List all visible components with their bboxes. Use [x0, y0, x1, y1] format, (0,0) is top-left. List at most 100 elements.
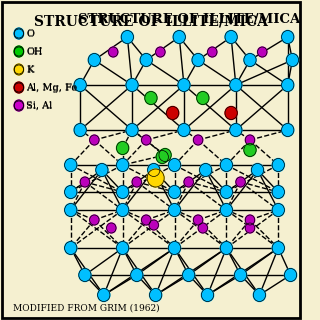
Circle shape: [156, 150, 168, 164]
Circle shape: [65, 186, 77, 198]
Circle shape: [272, 242, 284, 254]
Circle shape: [244, 53, 256, 67]
Circle shape: [116, 158, 129, 172]
Circle shape: [149, 220, 158, 230]
Circle shape: [14, 46, 24, 56]
Circle shape: [148, 164, 160, 177]
Text: O: O: [27, 28, 34, 37]
Circle shape: [282, 78, 294, 92]
Circle shape: [79, 268, 91, 282]
Circle shape: [149, 289, 162, 301]
Circle shape: [193, 215, 203, 225]
Circle shape: [145, 92, 157, 105]
FancyBboxPatch shape: [2, 2, 300, 318]
Circle shape: [65, 242, 77, 254]
Text: Si, Al: Si, Al: [27, 100, 53, 109]
Circle shape: [116, 186, 129, 198]
Circle shape: [132, 177, 141, 187]
Circle shape: [14, 47, 24, 57]
Circle shape: [14, 83, 24, 93]
Circle shape: [141, 135, 151, 145]
Circle shape: [126, 124, 138, 137]
Circle shape: [220, 186, 233, 198]
Text: K: K: [27, 66, 34, 75]
Text: MODIFIED FROM GRIM (1962): MODIFIED FROM GRIM (1962): [13, 303, 160, 313]
Circle shape: [14, 82, 24, 92]
Circle shape: [168, 158, 181, 172]
Circle shape: [65, 158, 77, 172]
Circle shape: [116, 141, 129, 155]
Circle shape: [200, 164, 212, 177]
Circle shape: [108, 47, 118, 57]
Circle shape: [245, 215, 255, 225]
Circle shape: [282, 124, 294, 137]
Circle shape: [272, 186, 284, 198]
Circle shape: [192, 53, 204, 67]
Circle shape: [244, 143, 256, 156]
Circle shape: [168, 242, 181, 254]
Circle shape: [156, 47, 165, 57]
Circle shape: [173, 30, 185, 44]
Circle shape: [272, 204, 284, 217]
Circle shape: [74, 78, 86, 92]
Circle shape: [107, 223, 116, 233]
Circle shape: [168, 186, 181, 198]
Circle shape: [166, 107, 179, 119]
Circle shape: [225, 107, 237, 119]
Circle shape: [96, 164, 108, 177]
Circle shape: [65, 204, 77, 217]
Text: OH: OH: [27, 47, 43, 57]
Circle shape: [126, 78, 138, 92]
Circle shape: [236, 177, 245, 187]
Text: STRUCTURE OF ILLITE/MICA: STRUCTURE OF ILLITE/MICA: [34, 14, 268, 28]
Circle shape: [178, 124, 190, 137]
Circle shape: [121, 30, 133, 44]
Circle shape: [88, 53, 100, 67]
Circle shape: [252, 164, 264, 177]
Circle shape: [208, 47, 217, 57]
Circle shape: [198, 223, 208, 233]
Circle shape: [220, 242, 233, 254]
Circle shape: [168, 204, 181, 217]
Circle shape: [116, 204, 129, 217]
Circle shape: [131, 268, 143, 282]
Circle shape: [197, 92, 209, 105]
Circle shape: [230, 78, 242, 92]
Text: Si, Al: Si, Al: [27, 101, 53, 110]
Circle shape: [14, 100, 24, 110]
Circle shape: [74, 124, 86, 137]
Circle shape: [90, 215, 99, 225]
Circle shape: [272, 158, 284, 172]
Text: OH: OH: [27, 46, 43, 55]
Text: Al, Mg, Fe: Al, Mg, Fe: [27, 83, 77, 92]
Text: STRUCTURE OF ILLITE/MICA: STRUCTURE OF ILLITE/MICA: [77, 13, 300, 26]
Circle shape: [201, 289, 214, 301]
Circle shape: [90, 135, 99, 145]
Circle shape: [159, 148, 171, 162]
Circle shape: [245, 135, 255, 145]
Circle shape: [14, 101, 24, 111]
Circle shape: [230, 124, 242, 137]
Circle shape: [14, 29, 24, 39]
Circle shape: [220, 158, 233, 172]
Circle shape: [258, 47, 267, 57]
Circle shape: [14, 64, 24, 74]
Circle shape: [220, 204, 233, 217]
Circle shape: [225, 30, 237, 44]
Circle shape: [284, 268, 297, 282]
Circle shape: [282, 30, 294, 44]
Text: O: O: [27, 29, 34, 38]
Text: K: K: [27, 65, 34, 74]
Circle shape: [14, 65, 24, 75]
Text: Al, Mg, Fe: Al, Mg, Fe: [27, 84, 77, 92]
Circle shape: [80, 177, 90, 187]
Circle shape: [147, 169, 164, 187]
Circle shape: [98, 289, 110, 301]
Circle shape: [253, 289, 266, 301]
Circle shape: [140, 53, 152, 67]
Circle shape: [178, 78, 190, 92]
Circle shape: [14, 28, 24, 38]
Circle shape: [245, 223, 255, 233]
Circle shape: [182, 268, 195, 282]
Circle shape: [235, 268, 247, 282]
